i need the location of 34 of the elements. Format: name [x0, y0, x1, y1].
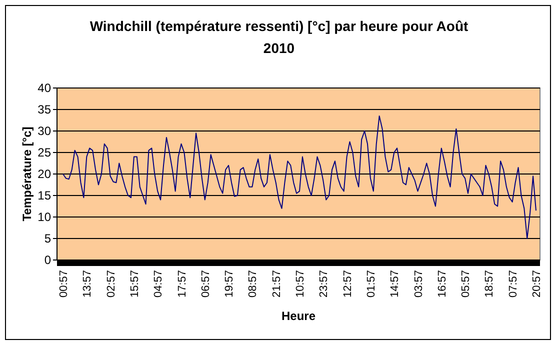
x-tick-label: 07:57 [507, 270, 520, 298]
x-tick-label: 04:57 [152, 270, 165, 298]
x-tick-label: 06:57 [200, 270, 212, 298]
x-axis-title: Heure [281, 309, 316, 323]
x-tick-label: 01:57 [365, 270, 378, 298]
x-tick-label: 14:57 [389, 270, 402, 298]
x-tick-label: 17:57 [176, 270, 188, 298]
x-tick-label: 12:57 [342, 270, 354, 298]
x-tick-label: 15:57 [128, 270, 141, 298]
y-tick-label: 30 [38, 124, 52, 138]
x-tick-label: 21:57 [270, 270, 283, 298]
y-axis-title: Température [°c] [20, 126, 34, 222]
y-tick-label: 0 [44, 253, 52, 268]
line-series [62, 115, 536, 239]
y-tick-label: 40 [38, 81, 52, 96]
x-tick-label: 03:57 [412, 270, 425, 298]
x-tick-label: 23:57 [318, 270, 330, 298]
y-tick-label: 25 [38, 146, 52, 160]
chart-title: Windchill (température ressenti) [°c] par heure pour Août 2010 [90, 18, 468, 56]
x-tick-label: 00:57 [58, 270, 70, 298]
x-tick-label: 08:57 [247, 270, 260, 298]
y-tick-label: 20 [38, 167, 52, 182]
x-tick-label: 13:57 [82, 270, 94, 298]
y-tick-label: 10 [38, 210, 52, 224]
x-tick-label: 19:57 [224, 270, 236, 298]
x-tick-label: 02:57 [105, 270, 118, 298]
y-tick-label: 35 [38, 102, 52, 117]
y-tick-label: 5 [44, 232, 52, 246]
x-tick-label: 05:57 [460, 270, 472, 298]
y-tick-label: 15 [38, 188, 52, 203]
x-tick-label: 18:57 [484, 270, 496, 298]
x-tick-label: 10:57 [294, 270, 306, 298]
x-tick-label: 16:57 [436, 270, 448, 298]
x-tick-label: 20:57 [531, 270, 543, 298]
